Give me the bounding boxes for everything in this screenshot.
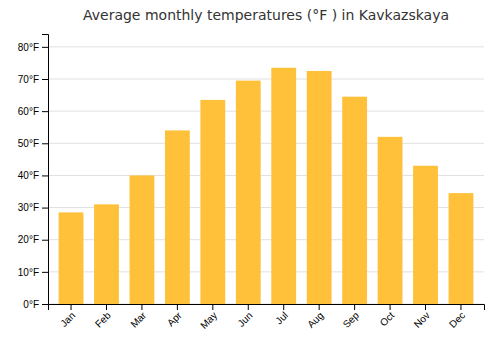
bar — [271, 68, 296, 304]
bar — [236, 81, 261, 304]
x-tick-label: Jul — [273, 310, 290, 327]
bar — [342, 97, 367, 304]
x-tick-label: Apr — [165, 309, 184, 328]
bar — [165, 130, 190, 304]
x-tick-label: Jan — [58, 310, 77, 329]
marks — [59, 68, 474, 304]
y-tick: 70°F — [18, 74, 48, 85]
y-tick-mark — [42, 272, 48, 273]
bar — [130, 175, 155, 304]
bar — [413, 166, 438, 304]
x-tick: Jul — [273, 304, 290, 326]
y-tick-mark — [42, 240, 48, 241]
x-tick: Oct — [378, 304, 397, 328]
x-tick: Jun — [235, 304, 254, 329]
y-tick: 30°F — [18, 202, 48, 213]
y-tick-label: 70°F — [18, 74, 39, 85]
x-axis: Jan Feb Mar Apr May Jun Jul Aug Sep Oct Nov Dec — [49, 304, 485, 331]
y-tick-label: 30°F — [18, 202, 39, 213]
x-tick-label: Mar — [128, 309, 148, 329]
x-tick: Nov — [412, 304, 432, 330]
x-tick-mark — [354, 304, 355, 310]
x-tick: Aug — [305, 304, 325, 330]
y-tick-mark — [42, 111, 48, 112]
x-tick-mark — [71, 304, 72, 310]
x-tick-mark — [141, 304, 142, 310]
x-tick: Mar — [128, 304, 148, 330]
x-tick-label: Jun — [235, 310, 254, 329]
y-tick-mark — [42, 47, 48, 48]
grid-line — [48, 143, 484, 144]
x-tick: Jan — [58, 304, 77, 329]
bar — [307, 71, 332, 304]
y-tick: 0°F — [23, 299, 48, 310]
x-axis-line — [49, 305, 485, 311]
y-axis: 0°F 10°F 20°F 30°F 40°F 50°F 60°F 70°F 80°F — [18, 35, 49, 310]
x-tick: Sep — [341, 304, 362, 330]
y-tick-label: 10°F — [18, 267, 39, 278]
y-tick-mark — [42, 304, 48, 305]
y-tick-mark — [42, 208, 48, 209]
bar — [59, 212, 84, 304]
x-tick-mark — [177, 304, 178, 310]
y-tick: 60°F — [18, 106, 48, 117]
x-tick-label: Aug — [305, 310, 325, 330]
x-tick-label: Dec — [447, 310, 467, 330]
x-tick-label: Feb — [93, 309, 113, 329]
x-tick: Feb — [93, 304, 113, 330]
plot: 0°F 10°F 20°F 30°F 40°F 50°F 60°F 70°F 80°F Jan Fe… — [18, 35, 485, 331]
x-tick-mark — [212, 304, 213, 310]
y-tick-label: 0°F — [23, 299, 39, 310]
bar — [200, 100, 225, 304]
chart: 0°F 10°F 20°F 30°F 40°F 50°F 60°F 70°F 80°F Jan Fe… — [0, 0, 500, 350]
x-tick-label: May — [198, 310, 219, 331]
y-tick-mark — [42, 175, 48, 176]
y-tick-label: 20°F — [18, 234, 39, 245]
x-tick: May — [198, 304, 219, 331]
y-tick-label: 80°F — [18, 42, 39, 53]
x-tick-label: Nov — [412, 310, 432, 330]
x-tick-mark — [319, 304, 320, 310]
y-tick: 20°F — [18, 234, 48, 245]
x-tick-mark — [425, 304, 426, 310]
y-tick-mark — [42, 79, 48, 80]
y-tick-label: 40°F — [18, 170, 39, 181]
x-tick-mark — [390, 304, 391, 310]
x-tick: Apr — [165, 304, 184, 328]
x-tick: Dec — [447, 304, 467, 330]
x-tick-mark — [460, 304, 461, 310]
bar — [449, 193, 474, 304]
y-tick: 40°F — [18, 170, 48, 181]
grid — [48, 47, 484, 304]
y-tick-label: 50°F — [18, 138, 39, 149]
y-tick: 80°F — [18, 42, 48, 53]
title: Average monthly temperatures (°F ) in Ka… — [83, 7, 449, 23]
y-tick-mark — [42, 143, 48, 144]
x-tick-mark — [248, 304, 249, 310]
grid-line — [48, 46, 484, 47]
grid-line — [48, 79, 484, 80]
bar — [94, 204, 119, 304]
x-tick-label: Oct — [378, 310, 397, 329]
x-tick-mark — [283, 304, 284, 310]
x-tick-label: Sep — [341, 309, 362, 330]
grid-line — [48, 111, 484, 112]
y-tick: 50°F — [18, 138, 48, 149]
y-tick: 10°F — [18, 267, 48, 278]
bar — [378, 137, 403, 304]
x-tick-mark — [106, 304, 107, 310]
y-axis-line — [42, 35, 49, 305]
y-tick-label: 60°F — [18, 106, 39, 117]
